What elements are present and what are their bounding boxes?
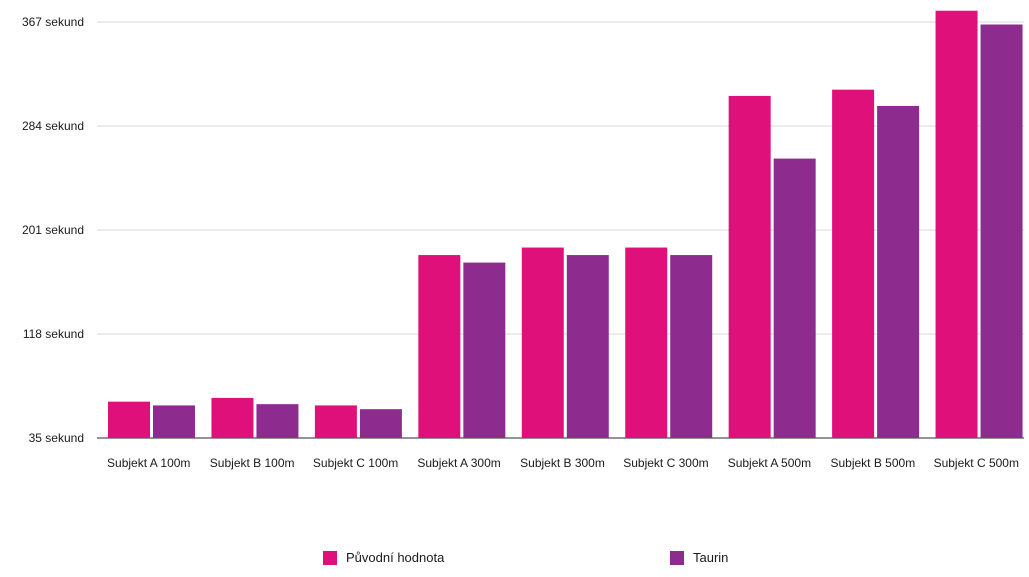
- bar-taurin: [153, 405, 195, 438]
- bar-puvodni-hodnota: [935, 10, 978, 438]
- bar-taurin: [877, 105, 920, 438]
- bars: [108, 10, 1023, 439]
- bar-taurin: [359, 409, 402, 438]
- bar-taurin: [256, 404, 299, 438]
- bar-puvodni-hodnota: [314, 405, 357, 438]
- x-tick-label: Subjekt A 300m: [417, 456, 500, 470]
- x-tick-label: Subjekt C 100m: [313, 456, 398, 470]
- legend-label-taurin: Taurin: [693, 550, 729, 565]
- bar-puvodni-hodnota: [211, 397, 254, 438]
- bar-puvodni-hodnota: [625, 247, 668, 438]
- legend-item-puvodni-hodnota: Původní hodnota: [323, 550, 444, 565]
- bar-taurin: [463, 262, 506, 438]
- x-tick-label: Subjekt B 300m: [520, 456, 605, 470]
- x-tick-label: Subjekt C 300m: [623, 456, 708, 470]
- bar-puvodni-hodnota: [108, 401, 150, 438]
- y-tick-label: 201 sekund: [22, 223, 84, 237]
- legend-swatch-puvodni-hodnota: [323, 550, 337, 565]
- y-tick-label: 118 sekund: [23, 327, 84, 341]
- y-axis-tick-labels: 35 sekund 118 sekund 201 sekund 284 sekund 3…: [22, 15, 84, 445]
- bar-taurin: [980, 24, 1023, 439]
- x-tick-label: Subjekt A 500m: [728, 456, 811, 470]
- bar-puvodni-hodnota: [418, 255, 461, 438]
- legend-swatch-taurin: [670, 550, 684, 565]
- x-tick-label: Subjekt B 100m: [210, 456, 295, 470]
- bar-puvodni-hodnota: [521, 247, 564, 438]
- y-tick-label: 284 sekund: [22, 119, 84, 133]
- x-axis-tick-labels: Subjekt A 100m Subjekt B 100m Subjekt C 10…: [107, 456, 1019, 470]
- legend-label-puvodni-hodnota: Původní hodnota: [346, 550, 445, 565]
- bar-taurin: [773, 158, 816, 438]
- y-tick-label: 35 sekund: [29, 431, 84, 445]
- y-tick-label: 367 sekund: [22, 15, 84, 29]
- bar-taurin: [566, 255, 609, 438]
- bar-puvodni-hodnota: [728, 95, 771, 439]
- x-tick-label: Subjekt A 100m: [107, 456, 190, 470]
- legend-item-taurin: Taurin: [670, 550, 728, 565]
- x-tick-label: Subjekt B 500m: [830, 456, 915, 470]
- bar-puvodni-hodnota: [832, 89, 875, 438]
- x-tick-label: Subjekt C 500m: [934, 456, 1019, 470]
- bar-taurin: [670, 255, 713, 438]
